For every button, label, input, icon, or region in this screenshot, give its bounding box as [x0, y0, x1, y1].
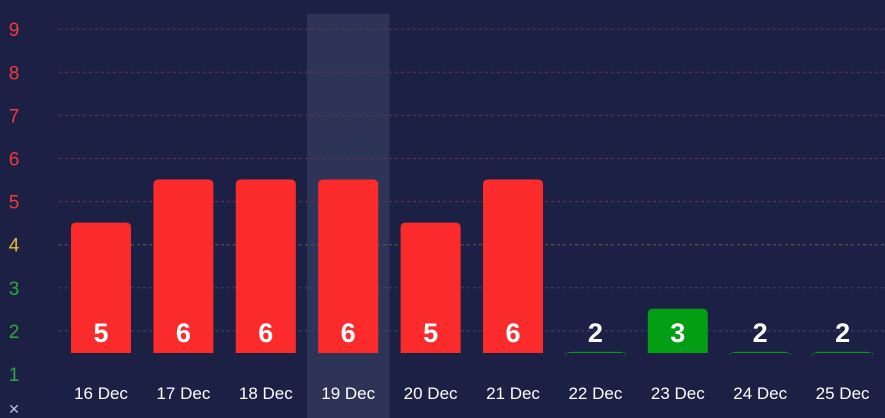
y-tick-7: 7: [9, 106, 20, 127]
bar-label-layer: 5 6 6 6 5 6 2 3 2 2: [93, 318, 850, 348]
x-tick-19-dec: 19 Dec: [321, 384, 375, 403]
x-tick-21-dec: 21 Dec: [486, 384, 540, 403]
x-tick-16-dec: 16 Dec: [74, 384, 128, 403]
bar-16-dec: [71, 222, 131, 353]
y-tick-4: 4: [9, 236, 20, 257]
bar-value-label-18-dec: 6: [258, 318, 273, 348]
bar-19-dec: [318, 179, 379, 353]
x-axis-ticks: 16 Dec 17 Dec 18 Dec 19 Dec 20 Dec 21 Dec 22 D…: [74, 384, 870, 403]
bar-value-label-16-dec: 5: [93, 318, 108, 348]
bar-25-dec: [812, 351, 873, 357]
bar-value-label-23-dec: 3: [670, 318, 685, 348]
y-axis-ticks: 1 2 3 4 5 6 7 8 9: [9, 20, 20, 386]
bar-value-label-24-dec: 2: [753, 318, 768, 348]
bar-22-dec: [565, 351, 626, 357]
bar-layer: [71, 179, 873, 357]
y-tick-2: 2: [9, 322, 20, 343]
bar-17-dec: [153, 179, 214, 353]
bar-value-label-25-dec: 2: [835, 318, 850, 348]
x-tick-24-dec: 24 Dec: [733, 384, 787, 403]
bar-value-label-21-dec: 6: [505, 318, 520, 348]
bar-24-dec: [730, 351, 791, 357]
bar-value-label-19-dec: 6: [341, 318, 356, 348]
close-icon[interactable]: ✕: [8, 402, 20, 418]
x-tick-22-dec: 22 Dec: [568, 384, 622, 403]
x-tick-17-dec: 17 Dec: [156, 384, 210, 403]
y-tick-8: 8: [9, 63, 20, 84]
bar-value-label-22-dec: 2: [588, 318, 603, 348]
y-tick-6: 6: [9, 150, 20, 171]
x-tick-18-dec: 18 Dec: [239, 384, 293, 403]
bar-value-label-20-dec: 5: [423, 318, 438, 348]
y-tick-5: 5: [9, 193, 20, 214]
y-tick-1: 1: [9, 365, 20, 386]
x-tick-25-dec: 25 Dec: [816, 384, 870, 403]
bar-20-dec: [400, 222, 461, 353]
bar-23-dec: [647, 308, 708, 353]
bar-value-label-17-dec: 6: [176, 318, 191, 348]
bar-21-dec: [483, 179, 543, 353]
x-tick-20-dec: 20 Dec: [404, 384, 458, 403]
y-tick-9: 9: [9, 20, 20, 41]
y-tick-3: 3: [9, 279, 20, 300]
bar-18-dec: [235, 179, 296, 353]
x-tick-23-dec: 23 Dec: [651, 384, 705, 403]
